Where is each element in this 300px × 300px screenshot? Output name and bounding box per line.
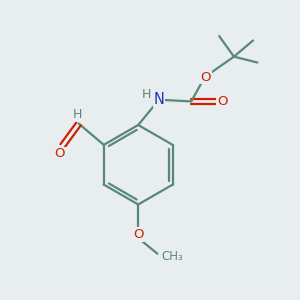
- Text: O: O: [133, 228, 143, 241]
- Text: O: O: [201, 71, 211, 84]
- Text: H: H: [73, 108, 82, 121]
- Text: H: H: [142, 88, 151, 101]
- Text: O: O: [217, 95, 227, 108]
- Text: N: N: [153, 92, 164, 107]
- Text: CH₃: CH₃: [162, 250, 184, 263]
- Text: O: O: [54, 148, 65, 160]
